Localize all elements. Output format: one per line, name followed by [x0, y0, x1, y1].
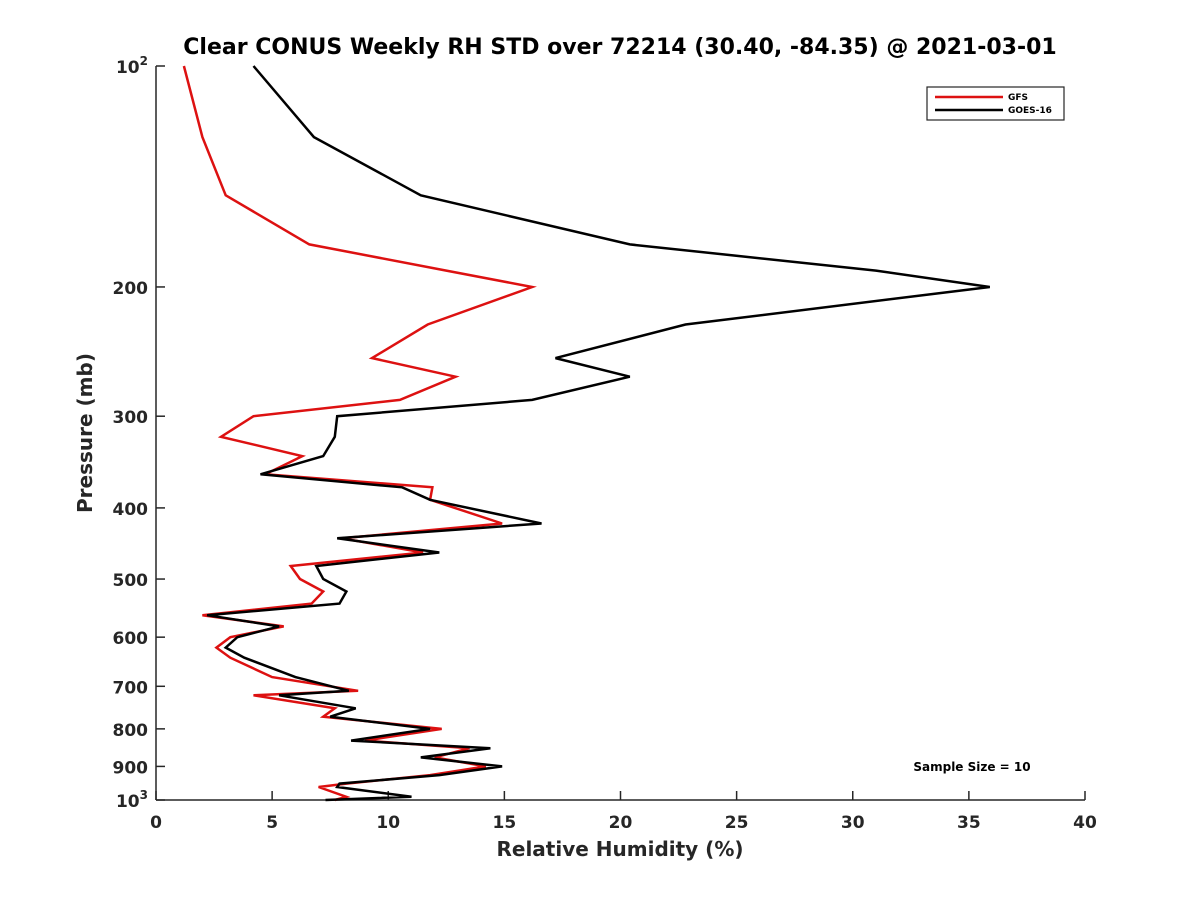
- y-tick-label: 700: [113, 678, 149, 698]
- y-tick-label: 102: [116, 54, 148, 78]
- y-tick-label: 800: [113, 721, 149, 741]
- y-tick-label: 103: [116, 788, 148, 812]
- legend-label-goes-16: GOES-16: [1008, 106, 1052, 116]
- x-tick-label: 20: [609, 813, 633, 833]
- chart-title: Clear CONUS Weekly RH STD over 72214 (30…: [183, 35, 1056, 60]
- y-axis-ticks: 102 200 300 400 500 600 700 800 900 103: [113, 54, 165, 812]
- x-tick-label: 10: [376, 813, 400, 833]
- legend-box: [926, 86, 1065, 121]
- x-tick-label: 25: [725, 813, 749, 833]
- x-tick-label: 5: [266, 813, 278, 833]
- y-tick-label: 400: [113, 500, 149, 520]
- series-lines: [182, 65, 990, 802]
- x-axis-ticks: 0 5 10 15 20 25 30 35 40: [150, 791, 1097, 833]
- y-tick-label: 900: [113, 758, 149, 778]
- y-axis-label: Pressure (mb): [73, 353, 97, 513]
- series-line-goes-16: [206, 65, 990, 802]
- legend-label-gfs: GFS: [1008, 93, 1028, 103]
- y-tick-label: 300: [113, 408, 149, 428]
- x-tick-label: 30: [841, 813, 865, 833]
- y-tick-label: 200: [113, 279, 149, 299]
- x-tick-label: 40: [1073, 813, 1097, 833]
- sample-size-annotation: Sample Size = 10: [913, 760, 1030, 774]
- legend: GFS GOES-16: [926, 86, 1065, 121]
- y-tick-label: 600: [113, 629, 149, 649]
- y-tick-label: 500: [113, 571, 149, 591]
- x-tick-label: 35: [957, 813, 981, 833]
- x-tick-label: 0: [150, 813, 162, 833]
- x-tick-label: 15: [493, 813, 517, 833]
- x-axis-label: Relative Humidity (%): [496, 837, 743, 861]
- plot-area: [156, 66, 1085, 800]
